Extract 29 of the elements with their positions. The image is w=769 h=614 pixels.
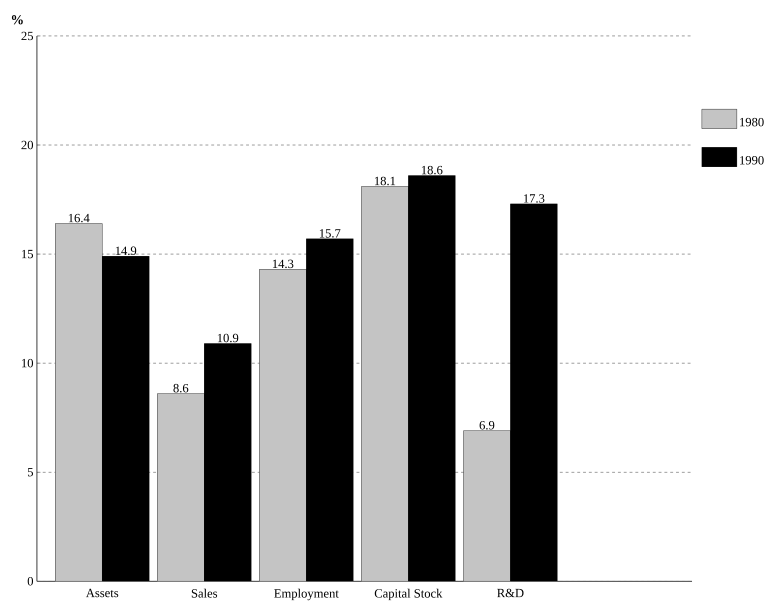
y-tick-label: 5 [28,468,34,476]
bar [55,223,102,582]
data-label: 17.3 [524,194,544,203]
data-label: 18.6 [422,166,442,174]
data-label: 14.9 [116,246,136,255]
y-tick-label: 10 [22,358,34,368]
data-label: 10.9 [218,334,238,342]
data-label: 16.4 [68,214,90,222]
x-tick-label: R&D [497,588,524,598]
data-label: 15.7 [320,229,340,238]
y-tick-label: 15 [22,250,34,258]
data-label: 6.9 [480,420,494,430]
y-tick-label: 0 [28,576,34,586]
x-tick-label: Capital Stock [374,588,442,600]
bar [361,186,409,582]
legend-label: 1980 [740,118,764,126]
bar [259,269,307,582]
x-tick-label: Sales [192,588,218,598]
bar [157,393,204,582]
x-tick-label: Assets [86,588,118,598]
bar [463,430,511,582]
legend-label: 1990 [740,156,764,164]
y-axis-title: % [12,15,23,24]
y-tick-label: 20 [21,140,34,150]
x-tick-label: Employment [274,588,339,600]
y-tick-label: 25 [21,32,34,40]
data-label: 14.3 [272,260,294,268]
data-label: 8.6 [173,384,188,392]
data-label: 18.1 [374,176,396,186]
